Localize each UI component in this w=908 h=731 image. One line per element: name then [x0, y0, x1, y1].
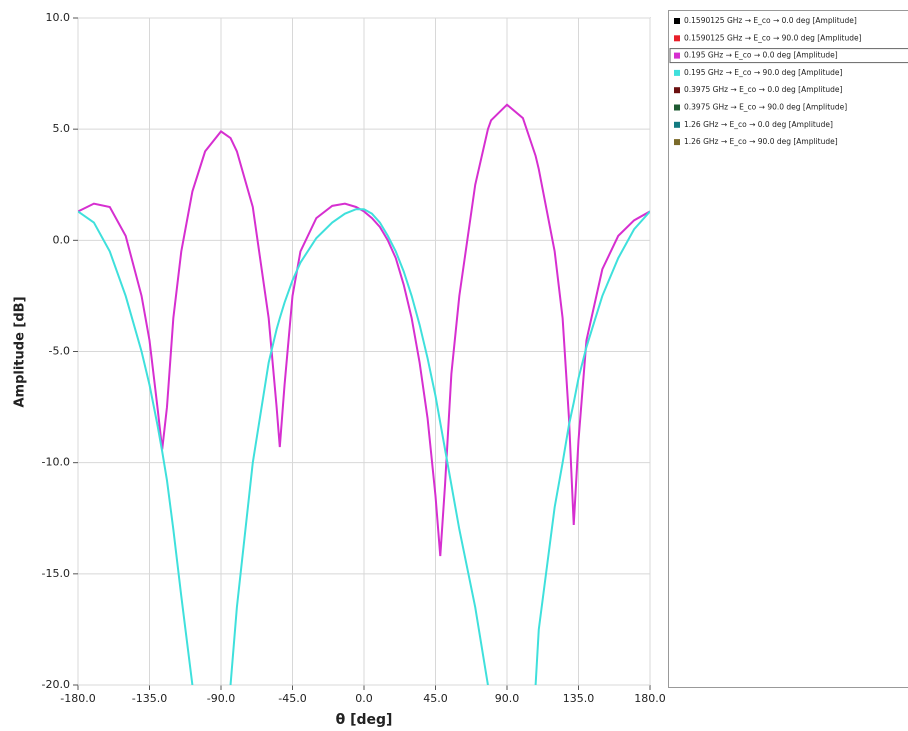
legend-swatch [674, 104, 680, 111]
legend-swatch [674, 52, 680, 59]
y-tick-label: 5.0 [53, 122, 71, 135]
x-tick-label: 90.0 [495, 692, 520, 705]
x-tick-label: -180.0 [60, 692, 95, 705]
series-line [78, 208, 650, 685]
legend-label: 0.3975 GHz → E_co → 0.0 deg [Amplitude] [684, 85, 843, 94]
y-tick-label: 10.0 [46, 11, 71, 24]
legend-swatch [674, 35, 680, 42]
legend-label: 0.195 GHz → E_co → 90.0 deg [Amplitude] [684, 68, 843, 77]
x-tick-label: 45.0 [423, 692, 448, 705]
x-tick-label: 135.0 [563, 692, 595, 705]
y-tick-label: -20.0 [42, 678, 70, 691]
x-axis-label: θ [deg] [336, 712, 393, 728]
legend-box [668, 10, 908, 688]
y-tick-label: -15.0 [42, 567, 70, 580]
y-axis-label: Amplitude [dB] [13, 296, 28, 407]
legend-swatch [674, 87, 680, 94]
series-line [78, 103, 650, 557]
legend-label: 0.195 GHz → E_co → 0.0 deg [Amplitude] [684, 51, 838, 60]
y-tick-label: -5.0 [49, 345, 70, 358]
legend-label: 1.26 GHz → E_co → 90.0 deg [Amplitude] [684, 137, 838, 146]
legend-label: 0.1590125 GHz → E_co → 0.0 deg [Amplitud… [684, 16, 857, 25]
x-tick-label: -135.0 [132, 692, 167, 705]
y-tick-label: -10.0 [42, 456, 70, 469]
legend-swatch [674, 18, 680, 24]
legend-swatch [674, 69, 680, 76]
legend-label: 1.26 GHz → E_co → 0.0 deg [Amplitude] [684, 120, 833, 129]
x-tick-label: 180.0 [634, 692, 666, 705]
legend-label: 0.3975 GHz → E_co → 90.0 deg [Amplitude] [684, 103, 847, 112]
x-tick-label: 0.0 [355, 692, 373, 705]
x-tick-label: -90.0 [207, 692, 235, 705]
legend-highlight [669, 48, 908, 64]
legend-label: 0.1590125 GHz → E_co → 90.0 deg [Amplitu… [684, 33, 862, 42]
x-tick-label: -45.0 [278, 692, 306, 705]
y-tick-label: 0.0 [53, 233, 71, 246]
legend-swatch [674, 121, 680, 128]
legend-swatch [674, 139, 680, 146]
